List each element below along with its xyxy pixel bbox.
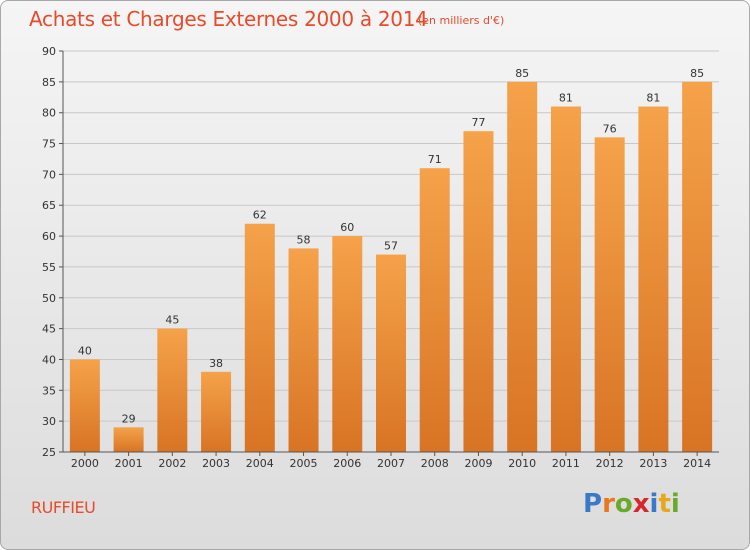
y-tick-label: 80: [42, 107, 56, 120]
data-label-2004: 62: [253, 209, 267, 222]
y-tick-label: 70: [42, 168, 56, 181]
x-tick-label: 2004: [246, 457, 274, 470]
logo-letter: r: [602, 489, 615, 519]
axes: [59, 50, 719, 456]
logo-letter: P: [583, 489, 603, 519]
data-label-2013: 81: [646, 92, 660, 105]
commune-name: RUFFIEU: [31, 498, 96, 517]
bar-2001: [113, 427, 144, 452]
x-tick-label: 2001: [115, 457, 143, 470]
data-label-2006: 60: [340, 221, 354, 234]
logo-letter: x: [632, 489, 650, 519]
bar-2003: [201, 371, 232, 452]
y-tick-label: 90: [42, 45, 56, 58]
bar-2000: [69, 359, 100, 452]
x-tick-label: 2000: [71, 457, 99, 470]
bar-2011: [550, 106, 581, 453]
logo-letter: i: [649, 489, 659, 519]
labels: 25 30 35 40 45 50 55 60 65 70 75 80 85 90 40 2000 29 2001…: [42, 45, 711, 470]
logo-letter: i: [670, 489, 680, 519]
data-label-2000: 40: [78, 344, 92, 357]
y-tick-label: 85: [42, 76, 56, 89]
x-tick-label: 2008: [421, 457, 449, 470]
proxiti-logo: Proxiti: [583, 489, 680, 519]
y-tick-label: 40: [42, 353, 56, 366]
x-tick-label: 2011: [552, 457, 580, 470]
data-label-2005: 58: [297, 233, 311, 246]
y-tick-label: 60: [42, 230, 56, 243]
data-label-2003: 38: [209, 357, 223, 370]
y-tick-label: 30: [42, 415, 56, 428]
data-label-2011: 81: [559, 92, 573, 105]
x-tick-label: 2007: [377, 457, 405, 470]
x-tick-label: 2010: [508, 457, 536, 470]
data-label-2012: 76: [603, 122, 617, 135]
x-tick-label: 2002: [158, 457, 186, 470]
x-tick-label: 2009: [464, 457, 492, 470]
data-label-2009: 77: [471, 116, 485, 129]
y-tick-label: 55: [42, 261, 56, 274]
y-tick-label: 75: [42, 138, 56, 151]
x-tick-label: 2012: [596, 457, 624, 470]
bar-2007: [376, 254, 406, 452]
bar-2009: [463, 131, 494, 452]
bar-2014: [682, 81, 713, 452]
bar-2013: [638, 106, 669, 453]
bar-2006: [332, 236, 363, 452]
x-tick-label: 2013: [639, 457, 667, 470]
y-tick-label: 25: [42, 446, 56, 459]
data-label-2001: 29: [122, 412, 136, 425]
data-label-2010: 85: [515, 67, 529, 80]
y-tick-label: 45: [42, 323, 56, 336]
logo-letter: o: [614, 489, 633, 519]
data-label-2008: 71: [428, 153, 442, 166]
data-label-2002: 45: [165, 314, 179, 327]
y-tick-label: 65: [42, 199, 56, 212]
logo-letter: t: [658, 489, 671, 519]
bar-2005: [288, 248, 319, 452]
x-tick-label: 2006: [333, 457, 361, 470]
chart-subtitle: (en milliers d'€): [418, 14, 505, 27]
x-tick-label: 2014: [683, 457, 711, 470]
bars: [69, 81, 713, 453]
y-tick-label: 35: [42, 384, 56, 397]
x-tick-label: 2003: [202, 457, 230, 470]
bar-2004: [244, 223, 275, 452]
y-tick-label: 50: [42, 292, 56, 305]
bar-2002: [157, 328, 188, 452]
bar-2012: [594, 137, 625, 452]
x-tick-label: 2005: [290, 457, 318, 470]
bar-2008: [419, 168, 450, 452]
bar-2010: [507, 81, 538, 452]
data-label-2007: 57: [384, 240, 398, 253]
data-label-2014: 85: [690, 67, 704, 80]
chart-title: Achats et Charges Externes 2000 à 2014: [29, 7, 428, 31]
